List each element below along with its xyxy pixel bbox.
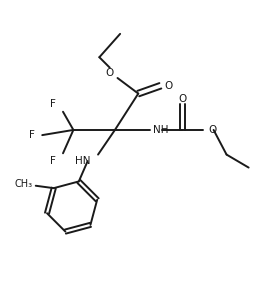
Text: F: F xyxy=(29,130,35,140)
Text: HN: HN xyxy=(75,156,90,166)
Text: F: F xyxy=(50,99,56,109)
Text: F: F xyxy=(50,156,56,166)
Text: NH: NH xyxy=(153,125,168,135)
Text: CH₃: CH₃ xyxy=(15,180,33,189)
Text: O: O xyxy=(106,68,114,78)
Text: O: O xyxy=(208,125,217,135)
Text: O: O xyxy=(178,94,187,104)
Text: O: O xyxy=(164,81,172,91)
